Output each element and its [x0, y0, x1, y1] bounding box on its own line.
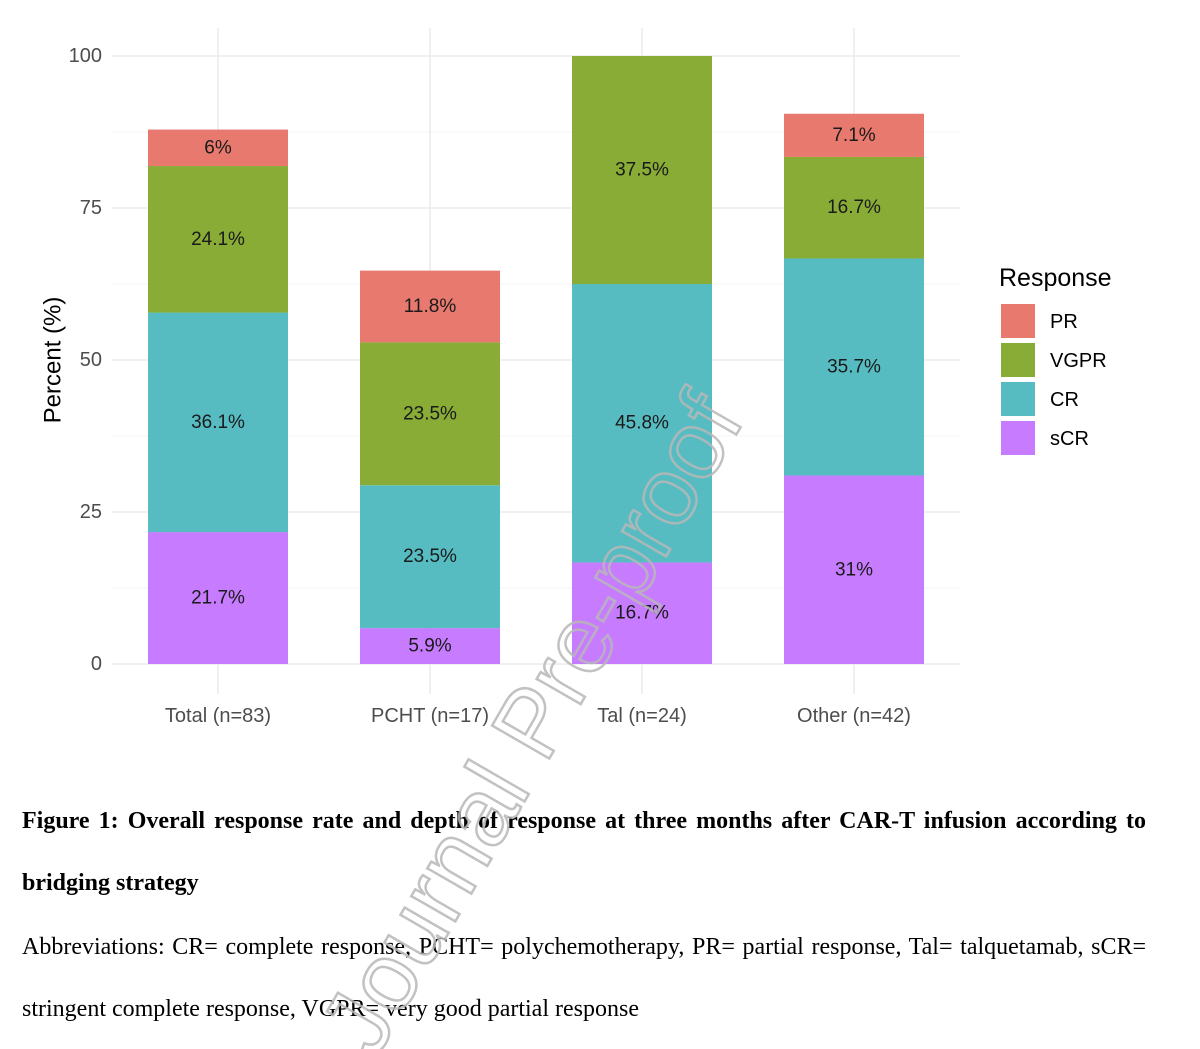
bar-segment-vgpr: [572, 56, 712, 284]
x-tick-label: Other (n=42): [797, 705, 911, 727]
legend-swatch-scr: [1001, 421, 1035, 455]
legend-title: Response: [999, 264, 1112, 292]
caption-title: Figure 1: Overall response rate and dept…: [22, 808, 1146, 896]
legend-label-vgpr: VGPR: [1050, 350, 1107, 372]
chart-svg: 21.7% 36.1% 24.1% 6% 5.9% 23.5% 23.5% 11.8% 16.7…: [39, 28, 1112, 727]
bar-segment-scr: [148, 532, 288, 664]
bar-segment-pr: [360, 270, 500, 343]
bar-segment-vgpr: [148, 166, 288, 313]
y-tick-label: 0: [91, 653, 102, 675]
segment-labels: 21.7% 36.1% 24.1% 6% 5.9% 23.5% 23.5% 11.8% 16.7…: [191, 125, 881, 657]
stacked-bar-chart: 21.7% 36.1% 24.1% 6% 5.9% 23.5% 23.5% 11.8% 16.7…: [39, 28, 1112, 727]
caption-abbreviations: Abbreviations: CR= complete response, PC…: [22, 934, 1146, 1022]
data-label: 36.1%: [191, 412, 245, 433]
legend-label-scr: sCR: [1050, 428, 1089, 450]
data-label: 6%: [204, 137, 232, 158]
legend-label-pr: PR: [1050, 311, 1078, 333]
bar-segment-vgpr: [784, 156, 924, 259]
data-label: 5.9%: [408, 636, 451, 657]
data-label: 7.1%: [832, 125, 875, 146]
legend: Response PR VGPR CR sCR: [999, 264, 1112, 455]
x-axis-ticks: Total (n=83) PCHT (n=17) Tal (n=24) Other (…: [165, 670, 911, 727]
data-label: 37.5%: [615, 160, 669, 181]
data-label: 23.5%: [403, 403, 457, 424]
data-label: 35.7%: [827, 356, 881, 377]
bars: [148, 56, 924, 664]
y-tick-label: 100: [69, 45, 102, 67]
legend-swatch-cr: [1001, 382, 1035, 416]
bar-segment-scr: [360, 628, 500, 664]
legend-swatch-pr: [1001, 304, 1035, 338]
x-tick-label: PCHT (n=17): [371, 705, 489, 727]
y-axis-title: Percent (%): [39, 297, 66, 424]
y-tick-label: 25: [80, 501, 102, 523]
x-tick-label: Tal (n=24): [597, 705, 687, 727]
bar-segment-scr: [572, 562, 712, 664]
bar-segment-pr: [148, 129, 288, 167]
bar-segment-pr: [784, 113, 924, 157]
figure-caption: Figure 1: Overall response rate and dept…: [22, 790, 1146, 1040]
data-label: 24.1%: [191, 229, 245, 250]
data-label: 16.7%: [615, 603, 669, 624]
legend-swatch-vgpr: [1001, 343, 1035, 377]
bar-segment-cr: [572, 284, 712, 563]
x-tick-label: Total (n=83): [165, 705, 271, 727]
bar-segment-scr: [784, 475, 924, 664]
y-axis-ticks: 0 25 50 75 100: [69, 45, 102, 675]
legend-label-cr: CR: [1050, 389, 1079, 411]
y-tick-label: 50: [80, 349, 102, 371]
data-label: 16.7%: [827, 197, 881, 218]
bar-segment-cr: [784, 258, 924, 476]
y-tick-label: 75: [80, 197, 102, 219]
bar-segment-cr: [360, 485, 500, 629]
data-label: 31%: [835, 559, 873, 580]
data-label: 11.8%: [404, 296, 457, 317]
data-label: 45.8%: [615, 413, 669, 434]
data-label: 21.7%: [191, 588, 245, 609]
data-label: 23.5%: [403, 546, 457, 567]
bar-segment-vgpr: [360, 342, 500, 486]
bar-segment-cr: [148, 312, 288, 533]
